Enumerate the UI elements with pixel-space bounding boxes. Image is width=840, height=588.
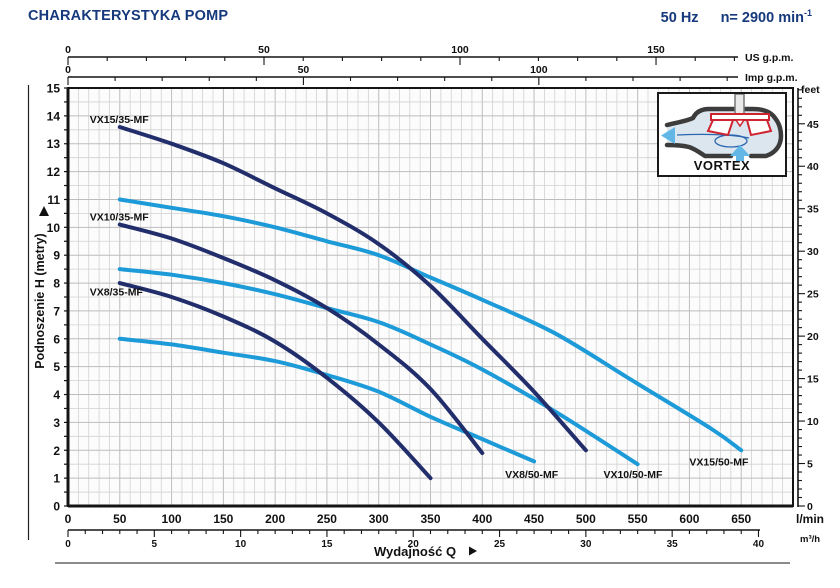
y-tick-label-feet: 5 xyxy=(807,459,813,471)
page-title: CHARAKTERYSTYKA POMP xyxy=(28,8,229,24)
y-tick-label-feet: 30 xyxy=(807,246,819,258)
y-tick-label-feet: 0 xyxy=(807,501,813,513)
impeller-blade-right xyxy=(745,119,773,137)
x-tick-label-usgpm: 0 xyxy=(65,44,71,56)
curve-label-VX10/50-MF: VX10/50-MF xyxy=(603,469,663,481)
y-tick-label-m: 2 xyxy=(53,444,60,458)
x-tick-label-lmin: 400 xyxy=(472,512,492,526)
impeller-blade-left xyxy=(706,119,735,137)
y-tick-label-feet: 35 xyxy=(807,204,819,216)
flow-line xyxy=(676,133,750,139)
x-tick-label-lmin: 250 xyxy=(317,512,337,526)
x-axis-arrow-icon xyxy=(469,546,477,556)
imp-gpm-unit-label: Imp g.p.m. xyxy=(745,72,798,84)
y-tick-label-m: 12 xyxy=(47,165,61,179)
y-tick-label-m: 4 xyxy=(53,388,60,402)
inlet-flow-arrow-icon xyxy=(730,145,750,156)
x-tick-label-lmin: 0 xyxy=(65,512,72,526)
y-tick-label-m: 6 xyxy=(53,332,60,346)
us-gpm-unit-label: US g.p.m. xyxy=(745,52,794,64)
curve-label-VX8/35-MF: VX8/35-MF xyxy=(90,287,144,299)
x-tick-label-lmin: 600 xyxy=(679,512,699,526)
vortex-label: VORTEX xyxy=(693,158,751,173)
pump-curves: VX15/50-MF VX10/50-MF VX8/50-MF VX15/35-MF V… xyxy=(90,114,749,481)
y-tick-label-m: 9 xyxy=(53,249,60,263)
speed-exponent: -1 xyxy=(803,8,812,18)
curve-VX10/35-MF xyxy=(117,222,485,456)
y-tick-label-m: 0 xyxy=(53,500,60,514)
y-tick-label-m: 11 xyxy=(47,193,60,207)
y-tick-label-m: 8 xyxy=(53,277,60,291)
x-tick-label-m3h: 0 xyxy=(65,539,71,550)
impeller-center xyxy=(734,119,746,128)
x-tick-label-m3h: 40 xyxy=(753,539,765,550)
speed-value: n= 2900 min xyxy=(720,9,804,26)
inlet-flow-arrow-stem xyxy=(736,156,744,161)
curve-VX15/50-MF xyxy=(117,197,744,453)
x-tick-label-lmin: 450 xyxy=(524,512,544,526)
x-tick-label-m3h: 10 xyxy=(235,539,247,550)
y-tick-label-feet: 25 xyxy=(807,289,819,301)
curve-VX15/35-MF xyxy=(117,125,588,453)
y-tick-label-m: 15 xyxy=(47,82,61,96)
y-tick-label-m: 5 xyxy=(53,360,60,374)
y-tick-label-m: 1 xyxy=(53,472,60,486)
x-tick-label-usgpm: 150 xyxy=(647,44,665,56)
frequency-value: 50 Hz xyxy=(660,9,699,26)
x-tick-label-lmin: 350 xyxy=(420,512,440,526)
x-tick-label-lmin: 200 xyxy=(265,512,285,526)
x-tick-label-impgpm: 50 xyxy=(298,64,310,76)
curve-label-VX15/50-MF: VX15/50-MF xyxy=(689,457,749,469)
curve-VX10/50-MF xyxy=(117,267,640,467)
x-tick-label-m3h: 30 xyxy=(580,539,592,550)
x-tick-label-usgpm: 100 xyxy=(451,44,469,56)
x-tick-label-lmin: 550 xyxy=(628,512,648,526)
x-tick-label-m3h: 5 xyxy=(152,539,158,550)
x-tick-label-m3h: 20 xyxy=(408,539,420,550)
curve-label-VX15/35-MF: VX15/35-MF xyxy=(90,114,150,126)
x-tick-label-lmin: 100 xyxy=(162,512,182,526)
pump-casing-outline-top xyxy=(664,106,784,159)
x-tick-label-usgpm: 50 xyxy=(258,44,270,56)
lmin-unit-label: l/min xyxy=(796,512,824,526)
x-tick-label-lmin: 300 xyxy=(369,512,389,526)
curve-VX8/35-MF xyxy=(117,281,433,481)
y-tick-label-feet: 10 xyxy=(807,416,819,428)
curve-label-VX8/50-MF: VX8/50-MF xyxy=(505,469,559,481)
feet-unit-label: feet xyxy=(801,84,820,96)
x-axis-title: Wydajność Q xyxy=(374,544,456,559)
x-tick-label-m3h: 25 xyxy=(494,539,506,550)
x-tick-label-impgpm: 100 xyxy=(530,64,548,76)
curve-label-VX10/35-MF: VX10/35-MF xyxy=(90,211,150,223)
x-tick-label-impgpm: 0 xyxy=(65,64,71,76)
y-tick-label-m: 14 xyxy=(47,109,61,123)
y-tick-label-feet: 40 xyxy=(807,161,819,173)
y-tick-label-m: 3 xyxy=(53,416,60,430)
x-tick-label-lmin: 650 xyxy=(731,512,751,526)
frequency-speed-label: 50 Hz n= 2900 min-1 xyxy=(661,8,812,26)
y-tick-label-m: 10 xyxy=(47,221,61,235)
x-tick-label-lmin: 50 xyxy=(113,512,127,526)
y-tick-label-m: 13 xyxy=(47,137,61,151)
y-axis-title: Podnoszenie H (metry) xyxy=(33,233,47,368)
vortex-pump-diagram xyxy=(661,93,784,161)
y-axis-arrow-icon xyxy=(39,206,49,216)
x-tick-label-lmin: 150 xyxy=(213,512,233,526)
m3h-unit-label: m³/h xyxy=(800,534,820,545)
y-tick-label-feet: 15 xyxy=(807,374,819,386)
outlet-flow-arrow-icon xyxy=(661,127,675,144)
vortex-inset: VORTEX xyxy=(657,92,787,177)
x-tick-label-m3h: 15 xyxy=(321,539,333,550)
pump-casing-outline-bottom xyxy=(664,142,734,159)
x-tick-label-m3h: 35 xyxy=(667,539,679,550)
y-tick-label-m: 7 xyxy=(53,304,60,318)
x-tick-label-lmin: 500 xyxy=(576,512,596,526)
y-tick-label-feet: 45 xyxy=(807,119,819,131)
y-tick-label-feet: 20 xyxy=(807,331,819,343)
